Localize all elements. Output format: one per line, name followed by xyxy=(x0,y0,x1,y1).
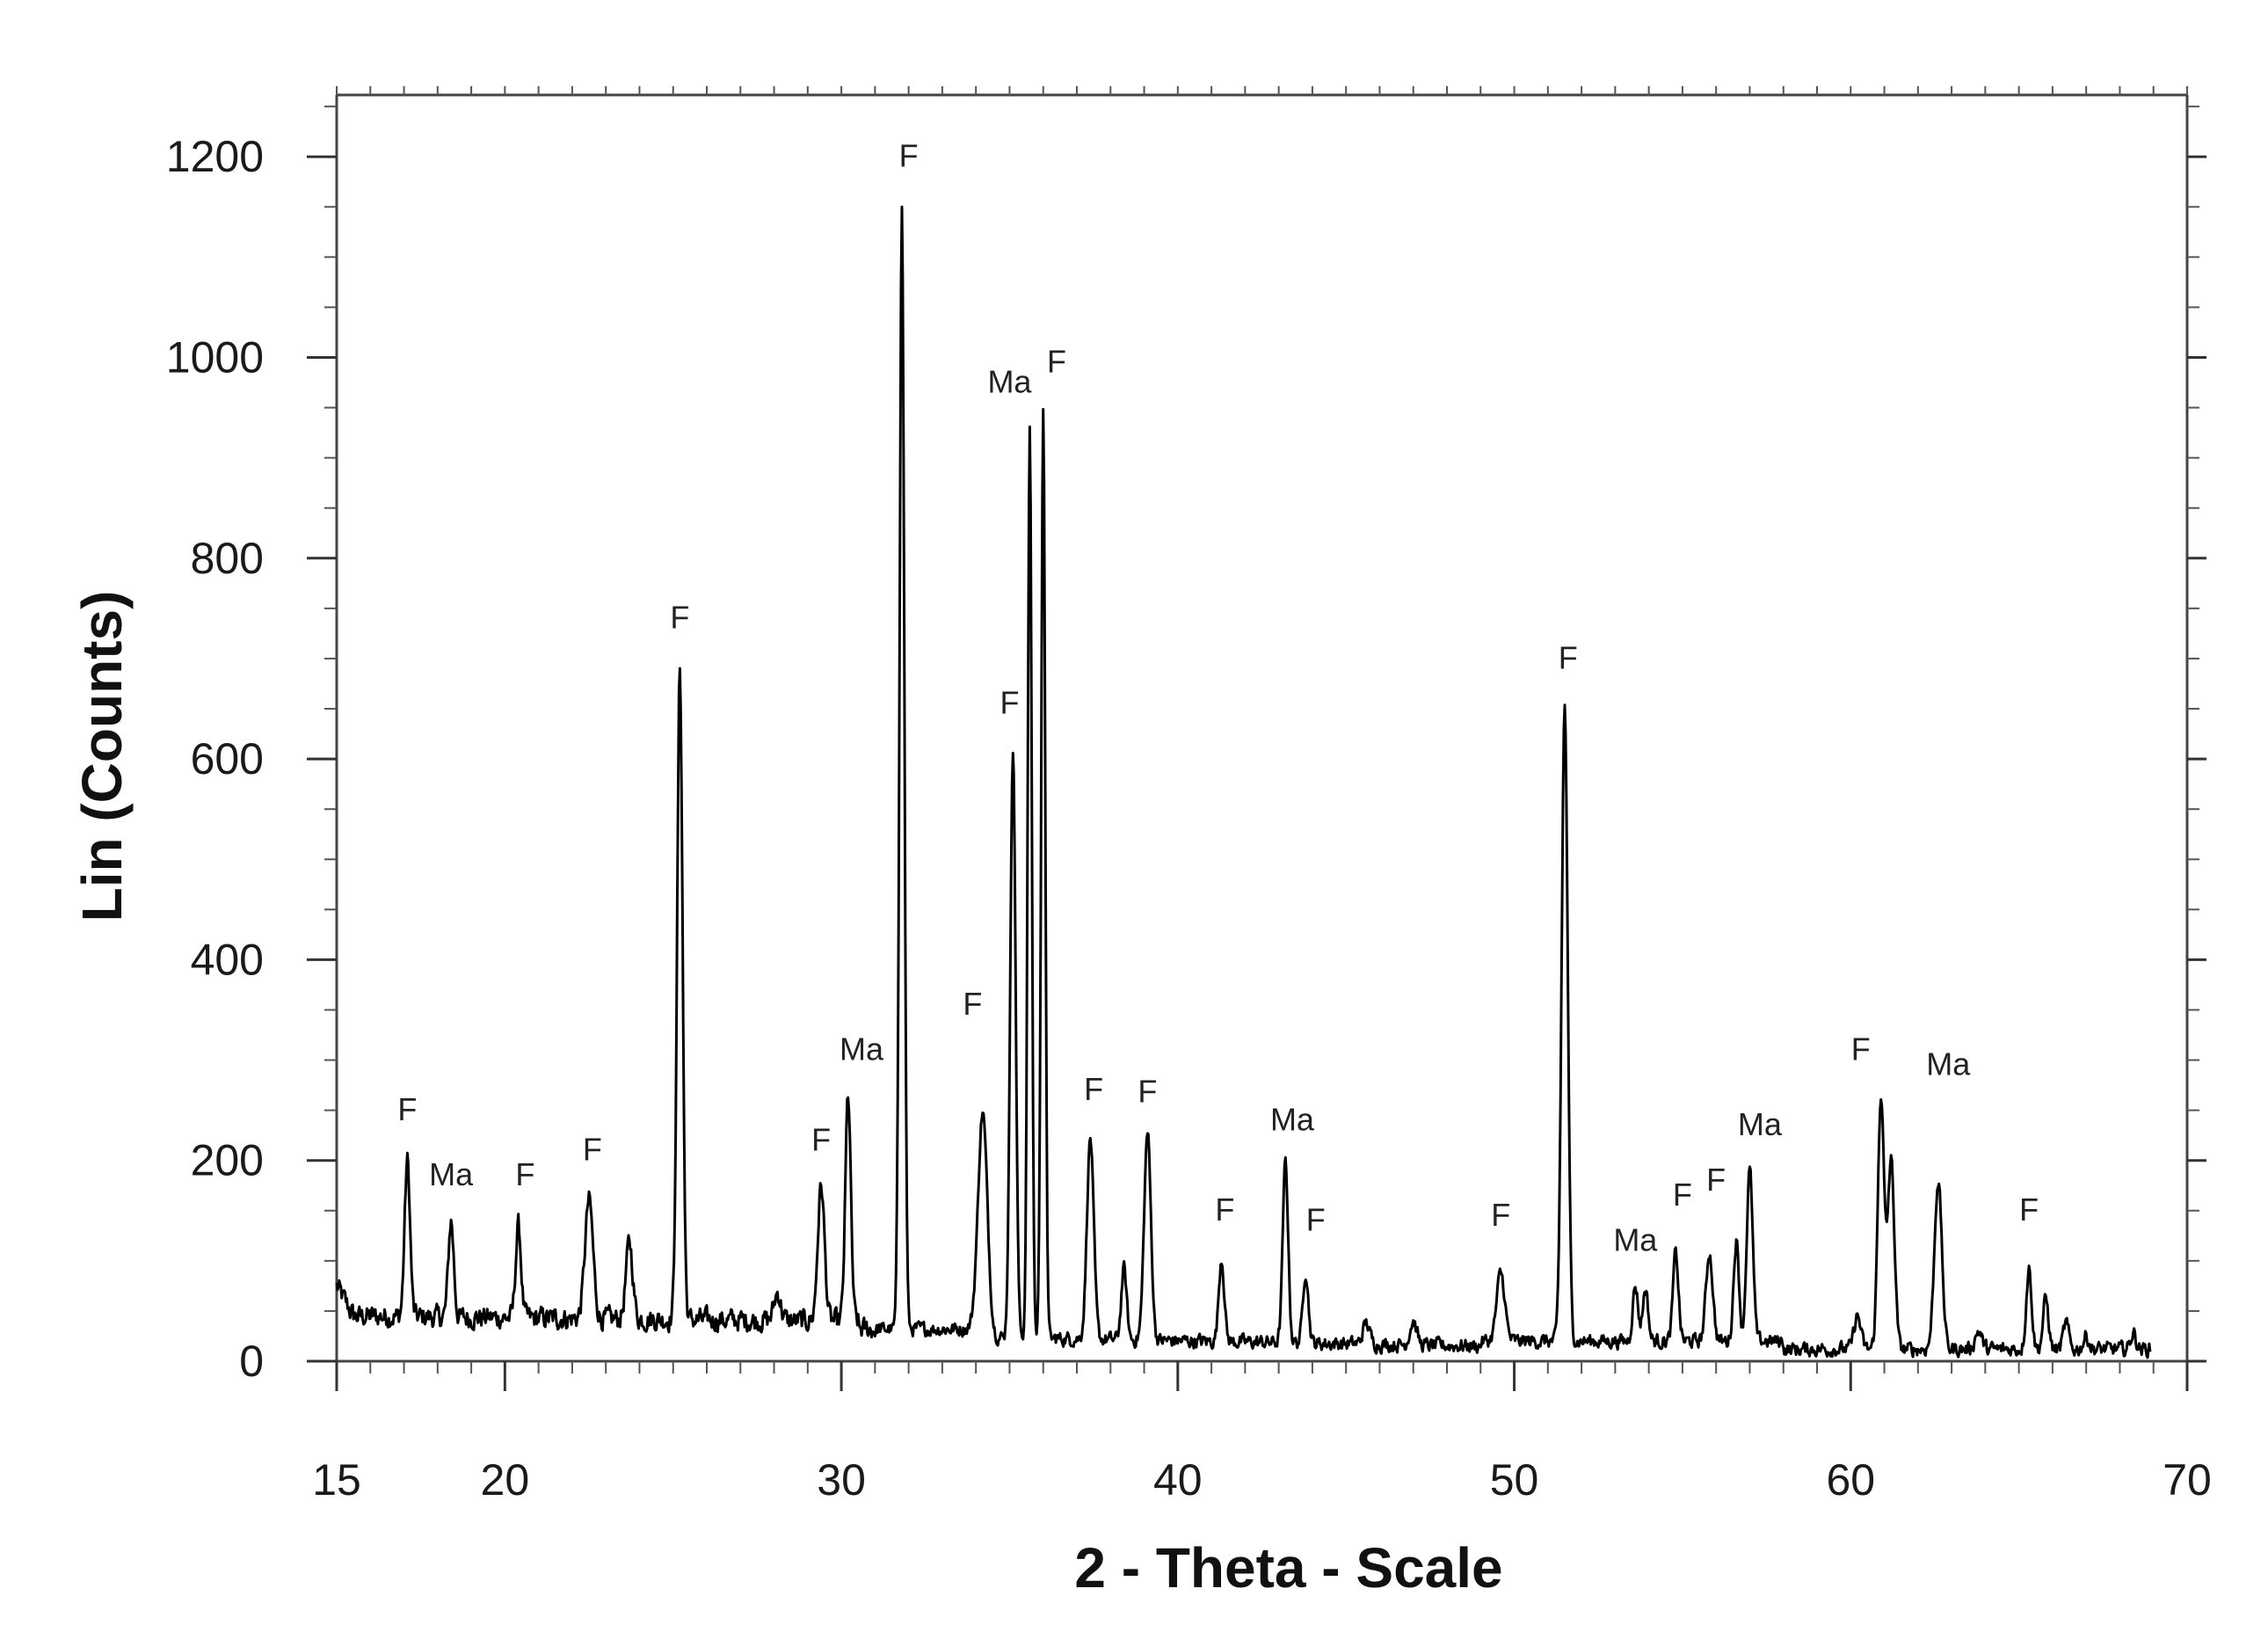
minor-ticks xyxy=(324,86,2199,1374)
peak-label: F xyxy=(515,1156,534,1192)
x-tick-labels: 15 20 30 40 50 60 70 xyxy=(312,1455,2212,1505)
x-axis-title: 2 - Theta - Scale xyxy=(1074,1536,1502,1599)
peak-label: F xyxy=(1047,344,1066,380)
peak-label: F xyxy=(1491,1197,1510,1233)
diffraction-pattern-line xyxy=(335,205,2152,1359)
x-tick-label: 70 xyxy=(2163,1455,2212,1505)
plot-frame xyxy=(335,93,2189,1363)
peak-label: F xyxy=(1851,1031,1871,1068)
peak-label: F xyxy=(583,1132,602,1168)
y-tick-label: 600 xyxy=(191,734,264,783)
y-tick-labels: 0 200 400 600 800 1000 1200 xyxy=(166,132,264,1386)
peak-label: F xyxy=(899,138,919,174)
peak-label: Ma xyxy=(429,1156,474,1192)
y-tick-label: 1000 xyxy=(166,333,264,383)
peak-label: F xyxy=(1000,685,1019,721)
peak-label: F xyxy=(2019,1191,2039,1228)
x-tick-label: 30 xyxy=(817,1455,866,1505)
peak-label: F xyxy=(1673,1177,1692,1213)
peak-label: F xyxy=(1215,1191,1234,1228)
x-tick-label: 50 xyxy=(1490,1455,1539,1505)
y-tick-label: 1200 xyxy=(166,132,264,181)
peak-label: F xyxy=(963,986,982,1022)
peak-label: F xyxy=(1559,639,1578,675)
y-tick-label: 800 xyxy=(191,534,264,583)
x-tick-label: 20 xyxy=(481,1455,530,1505)
y-axis-title: Lin (Counts) xyxy=(70,591,134,922)
peak-label: Ma xyxy=(1926,1046,1971,1082)
peak-label: Ma xyxy=(987,363,1032,399)
peak-label: Ma xyxy=(1613,1221,1658,1257)
major-ticks xyxy=(307,155,2206,1391)
peak-label: F xyxy=(397,1091,417,1127)
x-tick-label: 15 xyxy=(312,1455,361,1505)
y-tick-label: 0 xyxy=(239,1337,264,1386)
x-tick-label: 40 xyxy=(1153,1455,1203,1505)
y-tick-label: 200 xyxy=(191,1136,264,1185)
peak-label: F xyxy=(1138,1073,1157,1109)
peak-label: Ma xyxy=(1270,1101,1315,1137)
peak-label: F xyxy=(1306,1202,1326,1238)
peak-label: F xyxy=(811,1121,831,1157)
y-tick-label: 400 xyxy=(191,935,264,984)
peak-label: F xyxy=(1084,1071,1103,1107)
peak-label: F xyxy=(1706,1162,1726,1198)
peak-label: F xyxy=(670,600,689,636)
peak-label: Ma xyxy=(840,1031,884,1068)
peak-label: Ma xyxy=(1738,1106,1783,1142)
x-tick-label: 60 xyxy=(1826,1455,1875,1505)
